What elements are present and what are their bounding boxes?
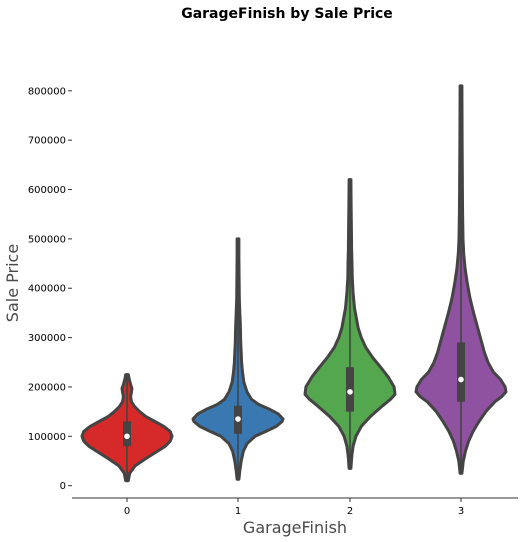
y-axis-label: Sale Price [3,244,22,322]
y-tick-label: 700000 [28,136,66,147]
violin-median-0 [124,433,130,440]
y-tick-label: 800000 [28,86,66,97]
violin-median-3 [458,376,464,383]
plot-area [80,84,508,483]
y-tick-label: 600000 [28,185,66,196]
x-axis: 0 1 2 3 [124,498,464,517]
violin-iqr-box-3 [457,342,465,402]
y-tick-label: 100000 [28,432,66,443]
x-tick-label: 3 [458,506,464,517]
x-tick-label: 0 [124,506,130,517]
x-tick-label: 1 [235,506,241,517]
x-tick-label: 2 [347,506,353,517]
chart-title: GarageFinish by Sale Price [181,6,393,22]
y-axis: 0 100000 200000 300000 400000 500000 600000 700… [28,86,72,492]
y-tick-label: 200000 [28,382,66,393]
y-tick-label: 0 [60,481,66,492]
violin-median-2 [347,389,353,395]
x-axis-label: GarageFinish [243,518,347,537]
y-tick-label: 500000 [28,234,66,245]
violin-median-1 [235,416,241,422]
y-tick-label: 400000 [28,284,66,295]
y-tick-label: 300000 [28,333,66,344]
